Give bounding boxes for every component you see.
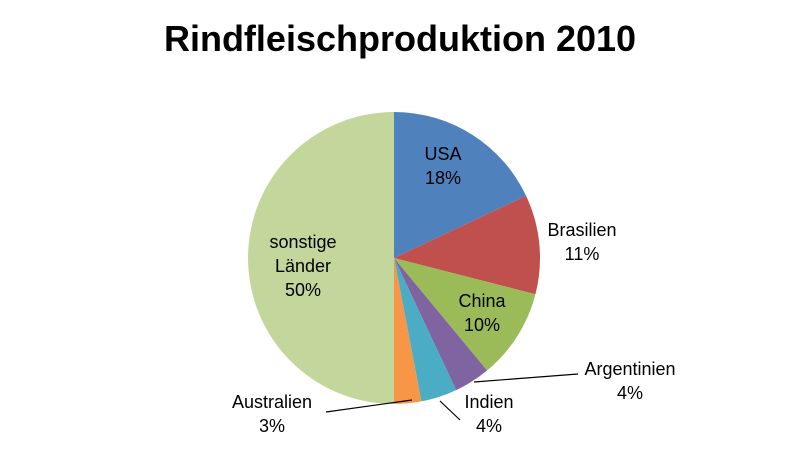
- leader-line-australien: [325, 399, 413, 413]
- pie-slice-indien: [394, 258, 457, 402]
- pie-slice-argentinien: [394, 258, 488, 391]
- pie-slice-usa: [394, 112, 527, 258]
- pie-slice-sonstige-länder: [248, 112, 394, 404]
- data-label-sonstige-länder: sonstige Länder 50%: [269, 232, 336, 300]
- data-label-australien: Australien 3%: [232, 392, 312, 436]
- data-label-usa: USA 18%: [424, 144, 461, 188]
- leader-line-indien: [439, 400, 461, 421]
- data-label-brasilien: Brasilien 11%: [547, 220, 616, 264]
- data-label-indien: Indien 4%: [464, 392, 513, 436]
- pie-slice-china: [394, 258, 536, 371]
- pie-slice-brasilien: [394, 195, 540, 295]
- chart-title: Rindfleischproduktion 2010: [163, 18, 637, 59]
- pie-slice-australien: [394, 258, 422, 404]
- data-label-argentinien: Argentinien 4%: [584, 359, 675, 403]
- leader-line-argentinien: [473, 373, 579, 383]
- data-label-china: China 10%: [458, 291, 506, 335]
